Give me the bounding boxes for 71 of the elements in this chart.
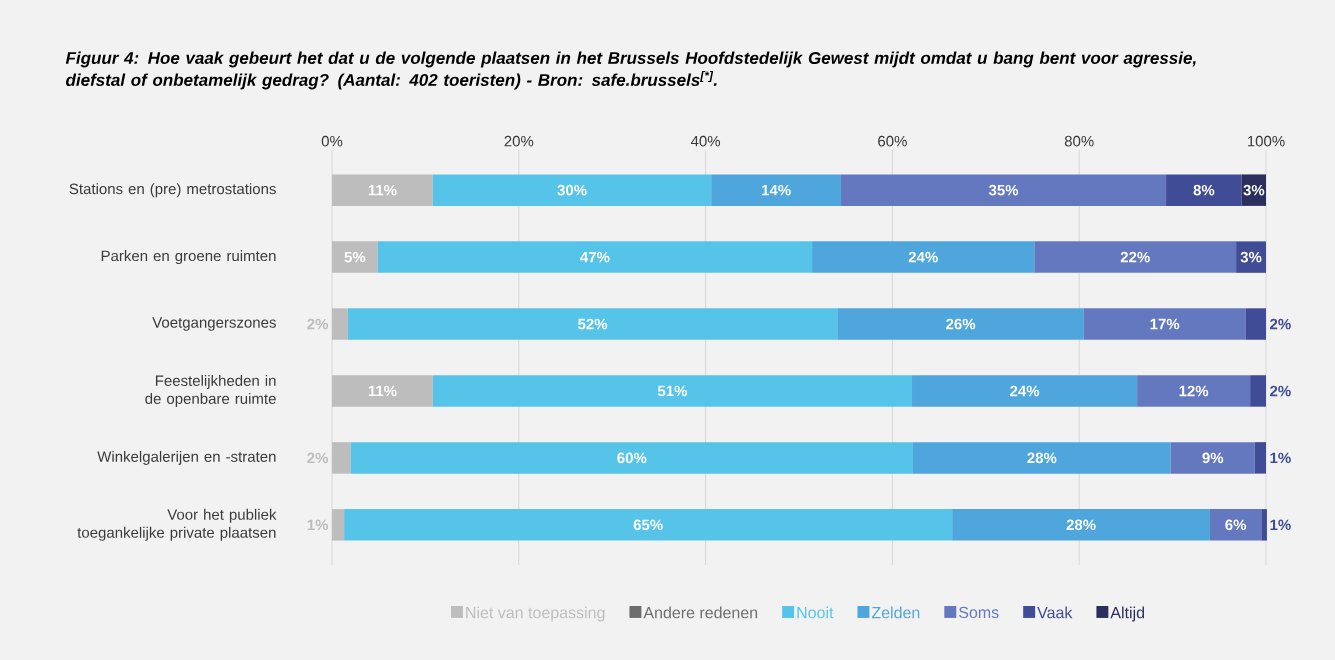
bar bbox=[1170, 442, 1255, 474]
x-tick-label: 80% bbox=[1064, 135, 1094, 147]
x-tick-label: 40% bbox=[690, 135, 721, 147]
y-tick-label: Voetgangerszones bbox=[152, 317, 276, 331]
data-label: 52% bbox=[578, 318, 608, 330]
data-label: 51% bbox=[657, 385, 688, 397]
bar bbox=[1261, 509, 1267, 541]
data-label: 2% bbox=[1270, 318, 1291, 330]
legend-label: Zelden bbox=[871, 606, 920, 619]
data-label: 24% bbox=[908, 251, 938, 263]
legend-label: Andere redenen bbox=[643, 606, 758, 619]
bar bbox=[1236, 241, 1266, 273]
bar bbox=[1245, 308, 1266, 340]
data-label: 47% bbox=[580, 251, 610, 263]
data-label: 3% bbox=[1240, 251, 1262, 263]
data-label: 22% bbox=[1120, 251, 1150, 263]
bar bbox=[347, 308, 838, 340]
bar bbox=[1034, 241, 1237, 273]
data-label: 12% bbox=[1179, 385, 1209, 397]
data-label: 24% bbox=[1010, 385, 1040, 397]
bar bbox=[432, 375, 913, 407]
bar bbox=[1209, 509, 1262, 541]
bar bbox=[912, 375, 1138, 407]
y-tick-label: Feestelijkheden in de openbare ruimte bbox=[145, 374, 276, 407]
data-label: 9% bbox=[1202, 452, 1224, 464]
y-tick-label: Winkelgalerijen en -straten bbox=[97, 450, 276, 465]
data-label: 6% bbox=[1225, 519, 1247, 531]
bar bbox=[344, 509, 953, 541]
y-tick-label: Stations en (pre) metrostations bbox=[69, 183, 276, 198]
bar bbox=[841, 174, 1167, 206]
data-label: 1% bbox=[1270, 519, 1291, 531]
bar bbox=[1250, 375, 1266, 407]
bar bbox=[837, 308, 1084, 340]
data-label: 28% bbox=[1027, 452, 1057, 464]
bar bbox=[1254, 442, 1266, 474]
bar bbox=[1137, 375, 1251, 407]
data-label: 14% bbox=[762, 184, 791, 196]
data-label: 2% bbox=[1270, 385, 1291, 397]
data-label: 17% bbox=[1150, 318, 1180, 330]
data-label: 11% bbox=[368, 385, 397, 397]
legend-label: Altijd bbox=[1110, 606, 1144, 622]
data-label: 8% bbox=[1193, 184, 1215, 196]
y-tick-label: Parken en groene ruimten bbox=[101, 250, 276, 265]
data-label: 35% bbox=[988, 184, 1019, 196]
legend-label: Nooit bbox=[797, 606, 834, 619]
bar bbox=[812, 241, 1035, 273]
data-label: 60% bbox=[617, 452, 647, 464]
bar bbox=[1083, 308, 1246, 340]
bar bbox=[1166, 174, 1242, 206]
bar bbox=[432, 174, 712, 206]
data-label: 11% bbox=[368, 184, 397, 196]
bar bbox=[350, 442, 913, 474]
x-tick-label: 0% bbox=[321, 135, 343, 147]
bar bbox=[711, 174, 842, 206]
x-tick-label: 20% bbox=[504, 135, 534, 147]
bar bbox=[952, 509, 1210, 541]
y-tick-label: Voor het publiek toegankelijke private plaatsen bbox=[77, 508, 277, 541]
data-label: 1% bbox=[1270, 452, 1291, 464]
data-label: 26% bbox=[946, 318, 976, 330]
data-label: 65% bbox=[633, 519, 663, 531]
chart-title: Figuur 4: Hoe vaak gebeurt het dat u de volgende plaatsen in het Brussels Hoofdstedelijk Gewest mijdt omdat u bang bent voor agressie, diefstal of onbetamelijk gedrag? (Aantal: 402 toeristen) - Bron: safe.brussels$^{[*]}$. bbox=[65, 51, 1196, 90]
x-tick-label: 60% bbox=[878, 135, 907, 147]
bar bbox=[377, 241, 813, 273]
x-tick-label: 100% bbox=[1247, 135, 1285, 147]
data-label: 3% bbox=[1243, 184, 1265, 196]
bar bbox=[912, 442, 1171, 474]
data-label: 30% bbox=[557, 184, 587, 196]
legend-label: Vaak bbox=[1037, 606, 1073, 619]
data-label: 28% bbox=[1066, 519, 1096, 531]
data-label: 5% bbox=[344, 251, 366, 263]
legend-label: Soms bbox=[959, 606, 999, 619]
